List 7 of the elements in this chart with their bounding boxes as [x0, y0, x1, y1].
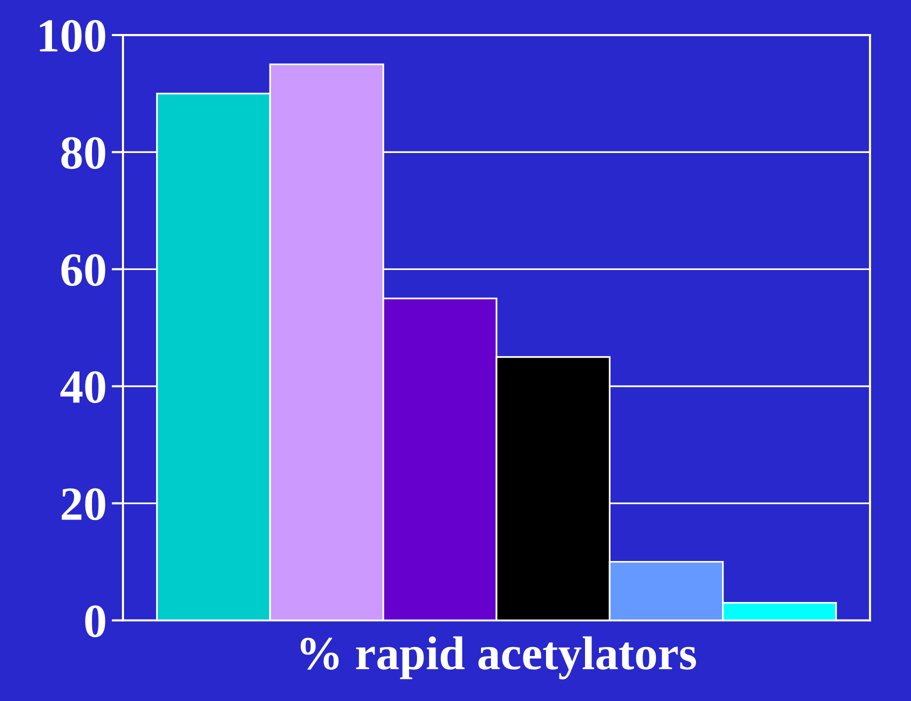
y-tick-label: 20	[62, 488, 106, 520]
y-tick-label: 60	[61, 254, 106, 286]
x-axis-title: % rapid acetylators	[300, 636, 696, 680]
y-tick-label: 0	[85, 605, 106, 638]
y-tick-label: 80	[61, 137, 106, 169]
y-tick-label: 100	[40, 20, 106, 52]
y-tick-label: 40	[60, 371, 106, 404]
